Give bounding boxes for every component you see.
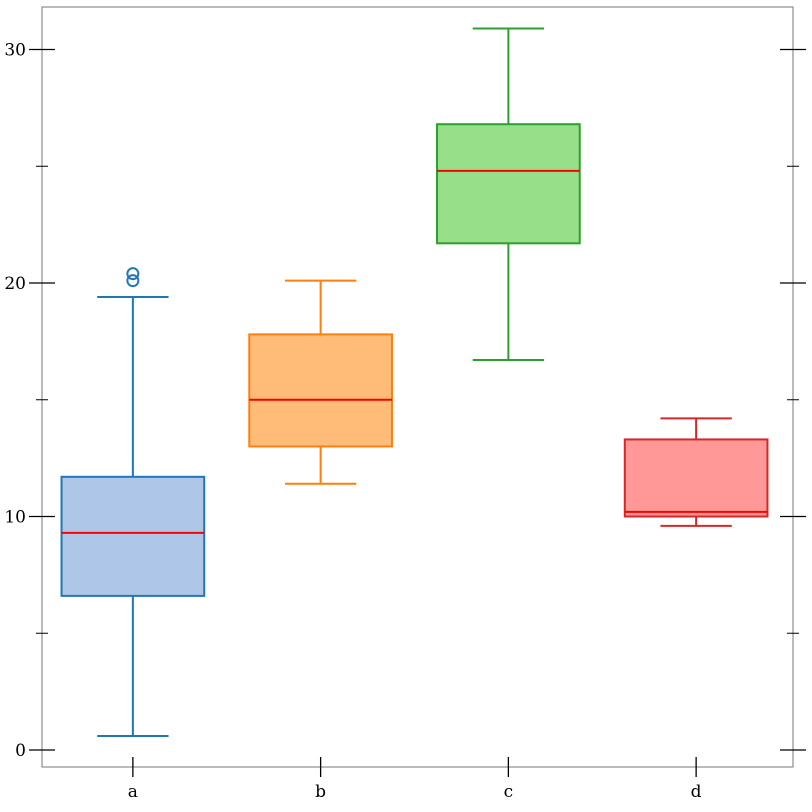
box-a <box>60 267 206 737</box>
box-body <box>248 333 393 448</box>
plot-frame <box>41 6 794 768</box>
outlier-point <box>126 274 140 288</box>
y-tick-label: 0 <box>15 741 26 761</box>
y-tick-label: 20 <box>4 274 26 294</box>
box-d <box>623 417 769 527</box>
box-b <box>248 279 393 485</box>
box-series <box>60 27 769 737</box>
box-body <box>60 475 206 597</box>
x-tick-label: b <box>315 782 326 802</box>
y-tick-label: 30 <box>4 41 26 61</box>
box-body <box>436 123 581 245</box>
outlier-point <box>126 267 140 281</box>
x-tick-label: a <box>128 782 138 802</box>
box-body <box>623 438 769 518</box>
y-axis: 0 10 20 30 <box>4 41 806 761</box>
x-tick-label: c <box>504 782 514 802</box>
y-tick-label: 10 <box>4 508 26 528</box>
x-tick-label: d <box>691 782 702 802</box>
x-axis: a b c d <box>128 757 702 802</box>
box-c <box>436 27 581 362</box>
